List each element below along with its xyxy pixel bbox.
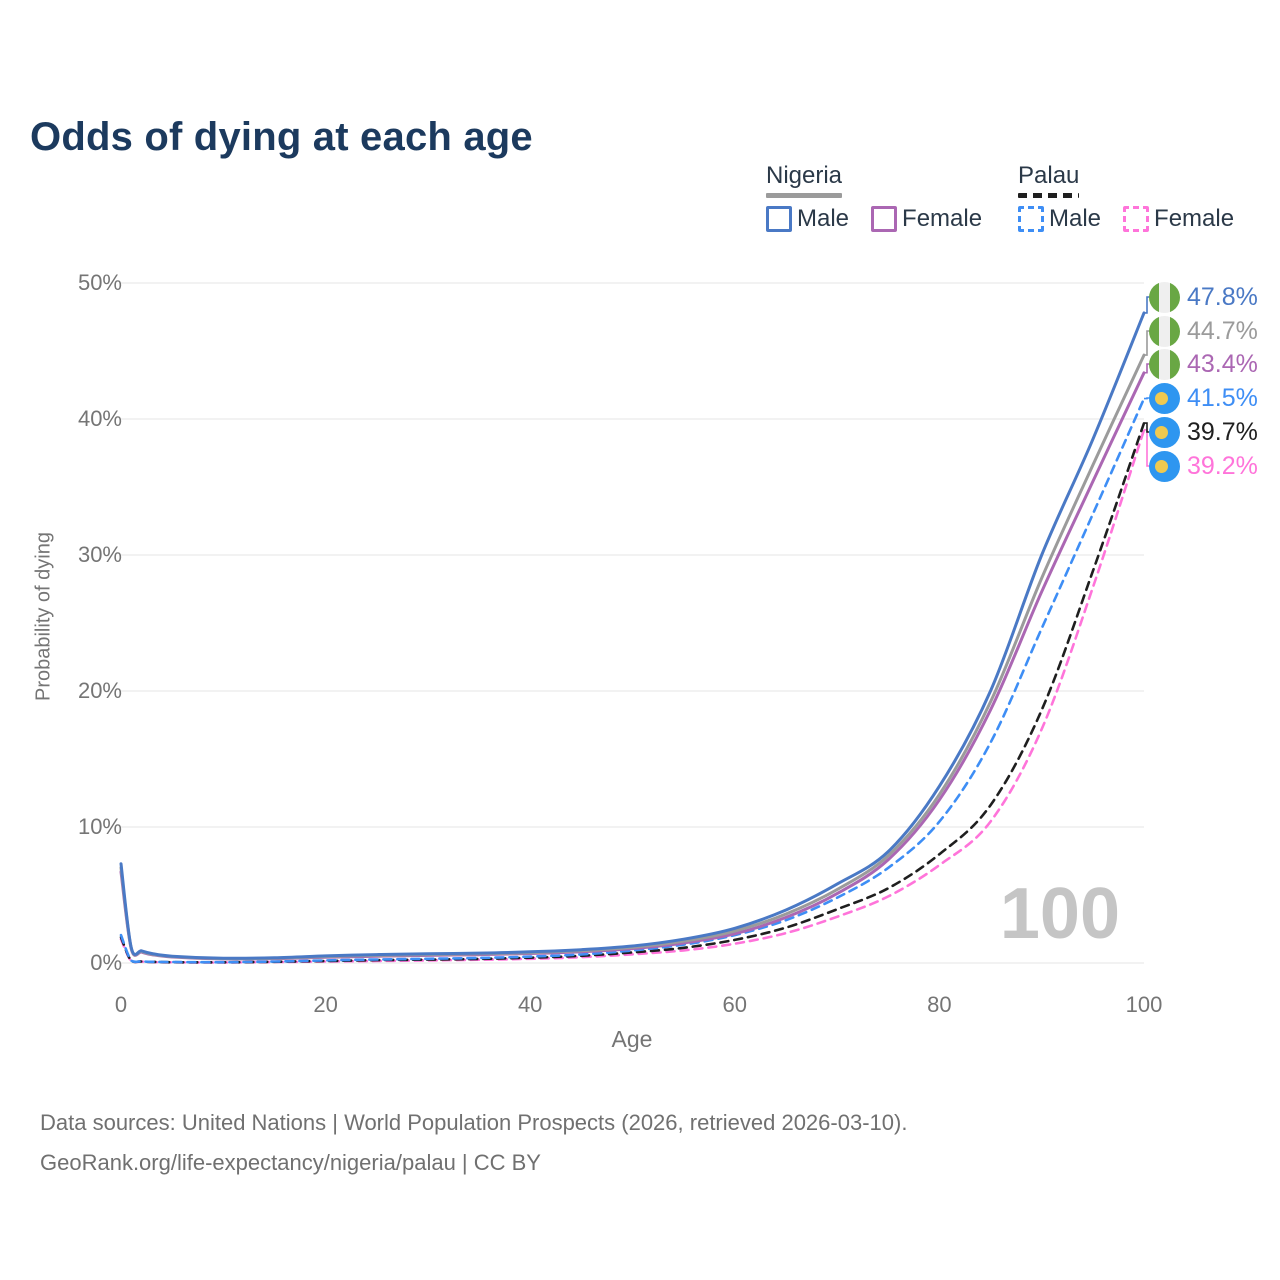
end-value-palau-male: 41.5%	[1187, 383, 1258, 412]
x-tick-label: 60	[722, 992, 748, 1017]
palau-flag-moon-icon	[1155, 391, 1168, 405]
legend-toggle-palau-male[interactable]: Male	[1018, 205, 1101, 233]
footer-attribution-link: GeoRank.org/life-expectancy/nigeria/pala…	[40, 1150, 541, 1175]
legend-label-nigeria-male: Male	[797, 205, 850, 232]
end-value-nigeria-female: 43.4%	[1187, 349, 1258, 378]
legend-label-palau-female: Female	[1154, 205, 1235, 232]
x-tick-label: 40	[517, 992, 543, 1017]
end-value-palau-both: 39.7%	[1187, 417, 1258, 446]
legend-row-nigeria: Male Female	[766, 205, 982, 233]
nigeria-flag-icon	[1149, 315, 1180, 347]
y-tick-label: 10%	[77, 814, 122, 839]
palau-dashed-line-swatch	[1018, 193, 1080, 198]
nigeria-solid-line-swatch	[766, 193, 843, 198]
page-title: Odds of dying at each age	[30, 114, 533, 159]
end-label-palau-female: 39.2%	[1149, 450, 1258, 482]
end-label-palau-both: 39.7%	[1149, 416, 1258, 448]
legend-country-nigeria: Nigeria	[766, 162, 843, 198]
series-line-nigeria-female	[119, 371, 1146, 961]
y-axis-title: Probability of dying	[32, 532, 55, 701]
footer-data-sources: Data sources: United Nations | World Pop…	[40, 1110, 908, 1135]
palau-male-checkbox-icon[interactable]	[1018, 206, 1044, 232]
end-value-nigeria-male: 47.8%	[1187, 282, 1258, 311]
legend-toggle-nigeria-female[interactable]: Female	[871, 205, 982, 233]
legend-country-label-palau: Palau	[1018, 162, 1080, 189]
y-tick-label: 0%	[90, 950, 122, 975]
y-tick-label: 40%	[77, 406, 122, 431]
series-line-nigeria-male	[119, 311, 1146, 960]
x-tick-label: 80	[927, 992, 952, 1017]
end-label-nigeria-both: 44.7%	[1149, 315, 1258, 347]
legend-row-palau: Male Female	[1018, 205, 1234, 233]
legend-label-palau-male: Male	[1049, 205, 1102, 232]
palau-flag-moon-icon	[1155, 459, 1168, 473]
y-tick-label: 50%	[77, 270, 122, 295]
nigeria-female-checkbox-icon[interactable]	[871, 206, 898, 232]
y-tick-label: 30%	[77, 542, 122, 567]
end-value-palau-female: 39.2%	[1187, 451, 1258, 480]
legend-toggle-nigeria-male[interactable]: Male	[766, 205, 849, 233]
series-line-palau-male	[119, 397, 1146, 964]
end-label-nigeria-female: 43.4%	[1149, 348, 1258, 380]
x-axis-title: Age	[611, 1026, 653, 1052]
palau-flag-icon	[1149, 382, 1180, 414]
series-line-palau-both-sexes	[119, 421, 1146, 964]
palau-flag-icon	[1149, 450, 1180, 482]
nigeria-flag-icon	[1149, 281, 1180, 313]
palau-flag-icon	[1149, 416, 1180, 448]
nigeria-male-checkbox-icon[interactable]	[766, 206, 792, 232]
palau-female-checkbox-icon[interactable]	[1123, 206, 1150, 232]
x-tick-label: 20	[313, 992, 338, 1017]
palau-flag-moon-icon	[1155, 425, 1168, 439]
nigeria-flag-icon	[1149, 348, 1180, 380]
legend-group-nigeria: Nigeria Male Female	[766, 162, 982, 233]
series-line-palau-female	[119, 428, 1146, 964]
legend-country-label-nigeria: Nigeria	[766, 162, 843, 189]
x-tick-label: 100	[1125, 992, 1163, 1017]
legend-country-palau: Palau	[1018, 162, 1080, 198]
end-label-nigeria-male: 47.8%	[1149, 281, 1258, 313]
end-label-palau-male: 41.5%	[1149, 382, 1258, 414]
y-tick-label: 20%	[77, 678, 122, 703]
x-tick-label: 0	[114, 992, 128, 1017]
watermark-age-label: 100	[999, 874, 1120, 954]
series-line-nigeria-both-sexes	[119, 353, 1146, 961]
end-value-nigeria-both: 44.7%	[1187, 316, 1258, 345]
legend-label-nigeria-female: Female	[902, 205, 983, 232]
legend-group-palau: Palau Male Female	[1018, 162, 1234, 233]
legend-toggle-palau-female[interactable]: Female	[1123, 205, 1234, 233]
